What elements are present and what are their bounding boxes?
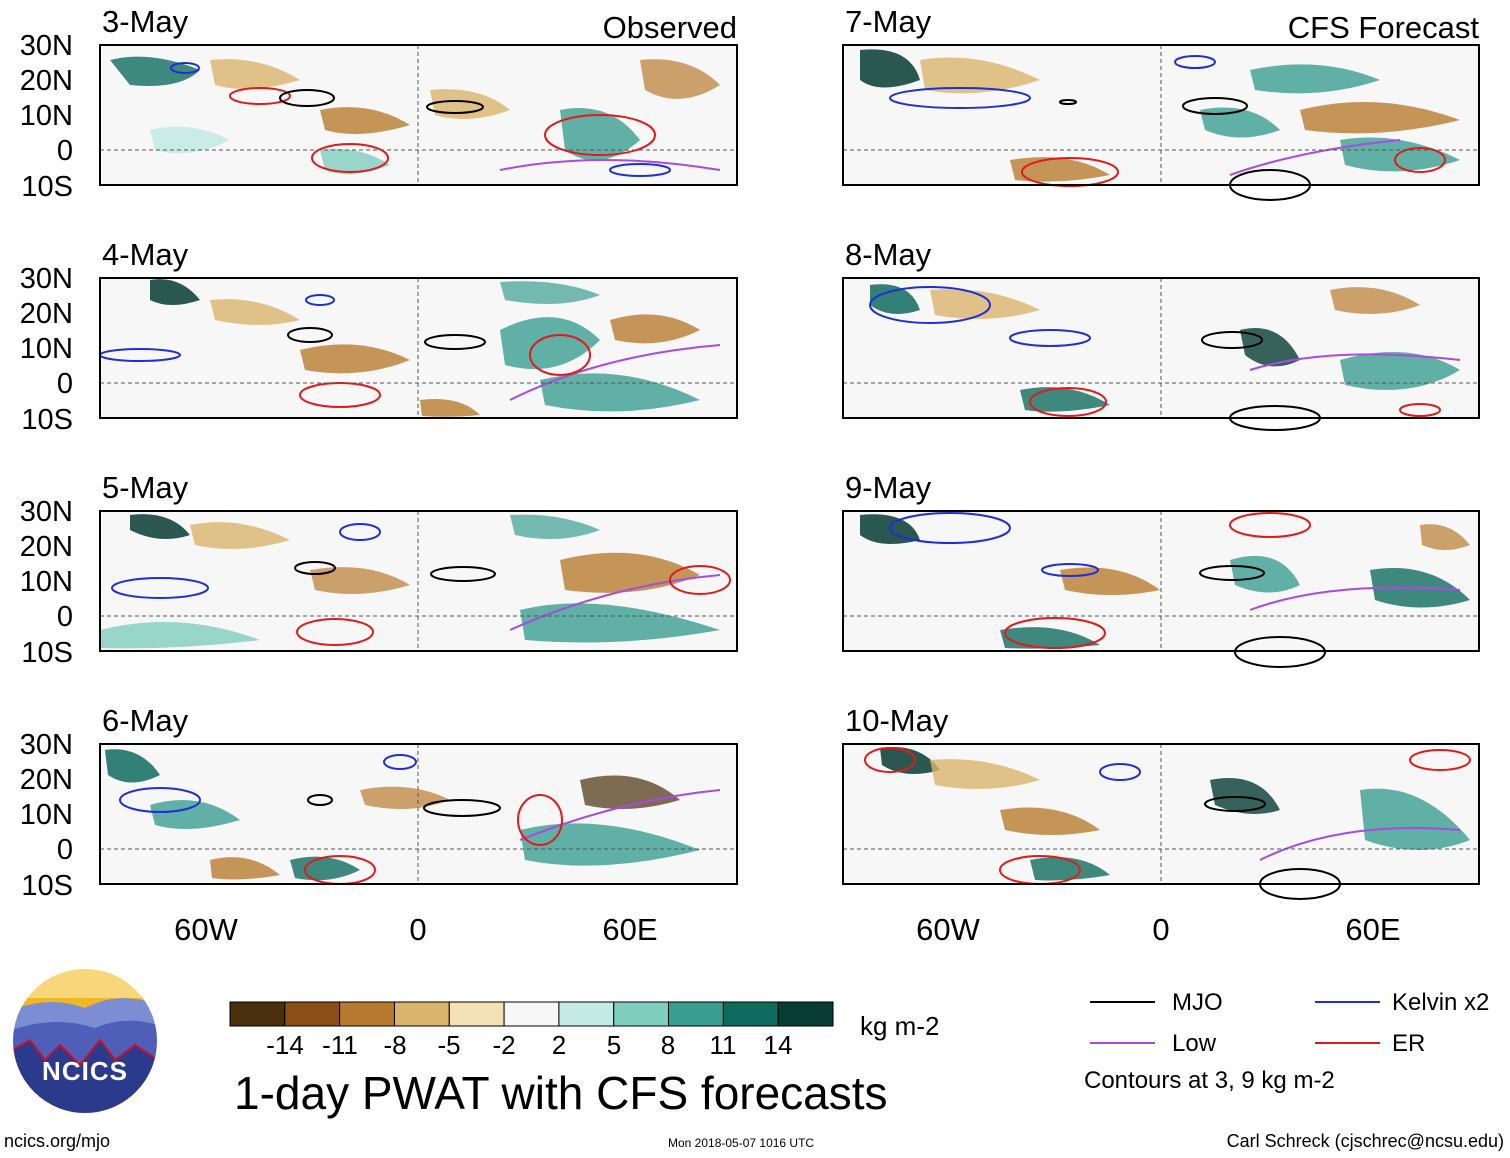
ncics-logo bbox=[11, 967, 159, 1115]
panel-forecast-3 bbox=[842, 510, 1480, 668]
colorbar-tick: -5 bbox=[437, 1030, 460, 1060]
anomaly-contours bbox=[889, 55, 1446, 201]
contour-note: Contours at 3, 9 kg m-2 bbox=[1084, 1067, 1335, 1094]
colorbar-unit: kg m-2 bbox=[860, 1011, 940, 1041]
lat-label: 0 bbox=[57, 834, 73, 866]
colorbar bbox=[229, 1001, 834, 1027]
panel-forecast-4 bbox=[842, 743, 1480, 900]
legend-label-low: Low bbox=[1172, 1030, 1217, 1057]
panel-date: 7-May bbox=[845, 4, 932, 39]
footer-url[interactable]: ncics.org/mjo bbox=[4, 1131, 111, 1151]
colorbar-tick: -2 bbox=[492, 1030, 515, 1060]
colorbar-swatch bbox=[668, 1001, 724, 1027]
colorbar-swatch bbox=[284, 1001, 341, 1027]
colorbar-tick: -14 bbox=[266, 1030, 304, 1060]
colorbar-swatch bbox=[613, 1001, 670, 1027]
panel-date: 9-May bbox=[845, 470, 932, 505]
lat-label: 0 bbox=[57, 368, 73, 400]
lat-label: 30N bbox=[20, 729, 73, 761]
lat-label: 20N bbox=[20, 298, 73, 330]
lat-label: 10N bbox=[20, 566, 73, 598]
colorbar-swatch bbox=[558, 1001, 615, 1027]
lat-label: 30N bbox=[20, 30, 73, 62]
colorbar-tick: -8 bbox=[383, 1030, 406, 1060]
lat-label: 30N bbox=[20, 263, 73, 295]
observed-label: Observed bbox=[603, 10, 737, 45]
colorbar-swatch bbox=[722, 1001, 779, 1027]
lat-label: 10N bbox=[20, 333, 73, 365]
lat-label: 10N bbox=[20, 100, 73, 132]
pwat-field bbox=[860, 514, 1470, 649]
lat-label: 10S bbox=[21, 870, 73, 902]
legend-label-kelvin: Kelvin x2 bbox=[1392, 989, 1490, 1016]
colorbar-tick: 2 bbox=[552, 1030, 566, 1060]
lat-label: 10S bbox=[21, 404, 73, 436]
panel-date: 10-May bbox=[845, 703, 949, 738]
colorbar-tick: 14 bbox=[764, 1030, 793, 1060]
legend bbox=[1090, 1001, 1380, 1044]
footer-credit: Carl Schreck (cjschrec@ncsu.edu) bbox=[1226, 1131, 1504, 1151]
lon-label: 60E bbox=[602, 912, 657, 947]
lat-label: 20N bbox=[20, 531, 73, 563]
footer-timestamp: Mon 2018-05-07 1016 UTC bbox=[668, 1136, 815, 1150]
lat-label: 30N bbox=[20, 496, 73, 528]
panel-date: 4-May bbox=[102, 237, 189, 272]
anomaly-contours bbox=[119, 754, 721, 885]
lon-label: 0 bbox=[1152, 912, 1169, 947]
colorbar-swatch bbox=[229, 1001, 286, 1027]
logo-text: NCICS bbox=[42, 1056, 128, 1086]
lat-label: 20N bbox=[20, 764, 73, 796]
colorbar-swatch bbox=[339, 1001, 395, 1027]
pwat-field bbox=[880, 746, 1470, 881]
lat-label: 0 bbox=[57, 135, 73, 167]
lat-label: 10S bbox=[21, 637, 73, 669]
colorbar-tick: 5 bbox=[607, 1030, 621, 1060]
lon-label: 60W bbox=[916, 912, 980, 947]
panel-observed-2 bbox=[99, 277, 738, 419]
pwat-field bbox=[105, 749, 700, 881]
colorbar-tick: -11 bbox=[322, 1030, 358, 1060]
lat-label: 0 bbox=[57, 601, 73, 633]
anomaly-contours bbox=[869, 286, 1461, 431]
panel-forecast-1 bbox=[842, 44, 1480, 201]
lat-label: 10S bbox=[21, 171, 73, 203]
anomaly-contours bbox=[889, 512, 1461, 668]
panel-date: 6-May bbox=[102, 703, 189, 738]
pwat-field bbox=[110, 56, 720, 174]
lon-label: 60W bbox=[174, 912, 238, 947]
lon-label: 60E bbox=[1345, 912, 1400, 947]
panel-date: 8-May bbox=[845, 237, 932, 272]
panel-observed-4 bbox=[99, 743, 738, 885]
anomaly-contours bbox=[170, 62, 721, 177]
panel-observed-1 bbox=[99, 44, 738, 186]
logo-text-wrap: NCICS bbox=[12, 968, 158, 1114]
colorbar-tick: 11 bbox=[710, 1030, 737, 1060]
main-title: 1-day PWAT with CFS forecasts bbox=[234, 1067, 888, 1119]
colorbar-swatch bbox=[448, 1001, 505, 1027]
pwat-field bbox=[860, 49, 1460, 182]
colorbar-swatch bbox=[503, 1001, 560, 1027]
lat-label: 10N bbox=[20, 799, 73, 831]
panel-observed-3 bbox=[99, 510, 738, 652]
colorbar-tick: 8 bbox=[661, 1030, 675, 1060]
panel-date: 5-May bbox=[102, 470, 189, 505]
colorbar-swatch bbox=[777, 1001, 834, 1027]
lon-label: 0 bbox=[409, 912, 426, 947]
panel-forecast-2 bbox=[842, 277, 1480, 431]
legend-label-mjo: MJO bbox=[1172, 989, 1223, 1016]
colorbar-swatch bbox=[393, 1001, 450, 1027]
forecast-label: CFS Forecast bbox=[1288, 10, 1480, 45]
anomaly-contours bbox=[111, 523, 731, 646]
lat-label: 20N bbox=[20, 65, 73, 97]
pwat-field bbox=[870, 284, 1460, 412]
legend-label-er: ER bbox=[1392, 1030, 1426, 1057]
panel-date: 3-May bbox=[102, 4, 189, 39]
